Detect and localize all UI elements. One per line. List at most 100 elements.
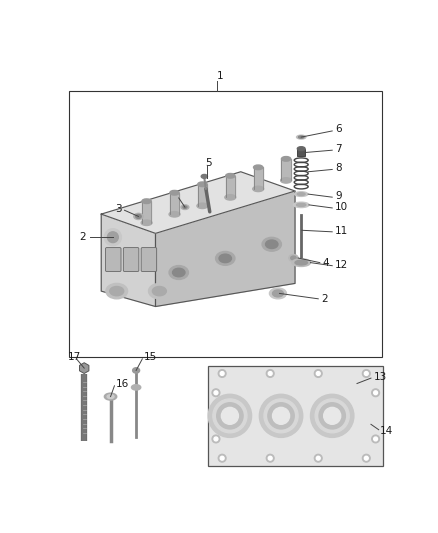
Ellipse shape (215, 252, 235, 265)
Bar (208, 366, 383, 466)
Text: 14: 14 (380, 426, 393, 436)
Ellipse shape (136, 214, 141, 219)
Ellipse shape (106, 284, 127, 299)
Ellipse shape (220, 372, 224, 375)
Ellipse shape (282, 157, 291, 161)
Ellipse shape (107, 232, 118, 243)
Ellipse shape (218, 454, 226, 462)
Ellipse shape (169, 212, 180, 217)
FancyBboxPatch shape (106, 248, 121, 271)
Bar (69, 91, 382, 357)
Text: 9: 9 (336, 191, 342, 201)
Text: 8: 8 (336, 163, 342, 173)
Ellipse shape (183, 206, 187, 208)
Ellipse shape (142, 199, 151, 204)
Ellipse shape (214, 437, 218, 441)
Ellipse shape (324, 407, 341, 424)
Text: 4: 4 (169, 191, 176, 200)
Ellipse shape (169, 265, 188, 279)
Ellipse shape (110, 287, 124, 296)
Ellipse shape (254, 165, 263, 169)
Ellipse shape (266, 454, 274, 462)
Polygon shape (155, 191, 295, 306)
Ellipse shape (170, 190, 179, 195)
Ellipse shape (297, 203, 306, 206)
Ellipse shape (372, 435, 379, 443)
Text: 2: 2 (79, 232, 86, 242)
Ellipse shape (314, 454, 322, 462)
Ellipse shape (219, 254, 231, 263)
Text: 7: 7 (336, 144, 342, 155)
Ellipse shape (213, 399, 247, 433)
Ellipse shape (221, 407, 238, 424)
Text: 16: 16 (116, 378, 129, 389)
Ellipse shape (316, 372, 320, 375)
Ellipse shape (311, 394, 354, 438)
Text: 6: 6 (336, 124, 342, 134)
FancyBboxPatch shape (124, 248, 139, 271)
Ellipse shape (264, 399, 298, 433)
Ellipse shape (201, 174, 208, 179)
Bar (254, 167, 263, 189)
Ellipse shape (217, 403, 243, 429)
Ellipse shape (297, 135, 306, 139)
Ellipse shape (372, 389, 379, 397)
Bar (170, 193, 179, 214)
Ellipse shape (295, 192, 308, 196)
Text: 13: 13 (374, 372, 387, 382)
Ellipse shape (268, 403, 294, 429)
Ellipse shape (152, 287, 166, 296)
Ellipse shape (212, 389, 220, 397)
Text: 5: 5 (206, 158, 212, 167)
Ellipse shape (319, 403, 346, 429)
Ellipse shape (314, 370, 322, 377)
Bar (142, 201, 151, 223)
Ellipse shape (226, 174, 235, 178)
Text: 4: 4 (323, 257, 329, 268)
Text: 2: 2 (321, 294, 328, 304)
Ellipse shape (141, 220, 152, 225)
Polygon shape (80, 363, 89, 374)
Ellipse shape (265, 240, 278, 248)
Ellipse shape (289, 255, 298, 262)
Ellipse shape (266, 370, 274, 377)
Text: 12: 12 (336, 260, 349, 270)
Text: 15: 15 (144, 352, 157, 361)
Ellipse shape (268, 456, 272, 460)
Bar (226, 176, 235, 197)
Bar (297, 149, 305, 156)
Ellipse shape (253, 186, 264, 191)
Text: 1: 1 (216, 71, 223, 81)
Ellipse shape (362, 370, 370, 377)
Ellipse shape (133, 368, 140, 373)
Ellipse shape (295, 260, 307, 265)
Ellipse shape (293, 202, 309, 207)
Ellipse shape (298, 136, 304, 138)
Ellipse shape (272, 407, 290, 424)
Ellipse shape (181, 205, 189, 209)
Ellipse shape (262, 237, 282, 251)
Ellipse shape (364, 372, 368, 375)
Ellipse shape (214, 391, 218, 394)
Ellipse shape (292, 259, 311, 266)
Ellipse shape (131, 385, 141, 390)
Bar (282, 159, 291, 181)
Ellipse shape (291, 256, 296, 260)
Text: 10: 10 (336, 202, 348, 212)
Ellipse shape (197, 203, 208, 208)
Ellipse shape (198, 182, 207, 187)
FancyBboxPatch shape (141, 248, 157, 271)
Ellipse shape (272, 290, 283, 297)
Ellipse shape (259, 394, 303, 438)
Polygon shape (101, 214, 155, 306)
Ellipse shape (104, 393, 117, 400)
Ellipse shape (374, 437, 378, 441)
Ellipse shape (281, 177, 292, 183)
Ellipse shape (316, 456, 320, 460)
Ellipse shape (364, 456, 368, 460)
Ellipse shape (315, 399, 349, 433)
Ellipse shape (148, 284, 170, 299)
Ellipse shape (268, 372, 272, 375)
Ellipse shape (218, 370, 226, 377)
Ellipse shape (269, 288, 286, 299)
